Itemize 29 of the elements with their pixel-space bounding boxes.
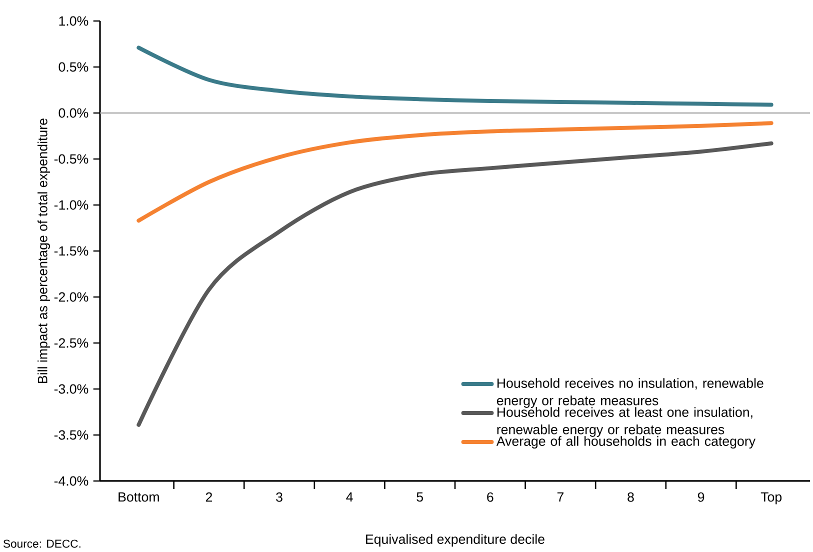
x-tick-label: 9 xyxy=(698,492,704,502)
y-tick-label: -4.0% xyxy=(54,476,88,486)
x-tick-label: Bottom xyxy=(118,492,159,502)
x-tick-label: 2 xyxy=(206,492,212,502)
x-tick-label: 7 xyxy=(557,492,564,502)
y-tick-label: -2.0% xyxy=(54,292,88,302)
x-axis-title: Equivalised expenditure decile xyxy=(366,534,544,547)
y-tick-label: -2.5% xyxy=(54,338,88,348)
legend-label: Average of all households in each category xyxy=(496,436,756,449)
y-tick-label: -0.5% xyxy=(54,154,88,164)
y-tick-label: -3.0% xyxy=(54,384,88,394)
x-tick-label: 6 xyxy=(487,492,494,502)
y-tick-label: -3.5% xyxy=(54,430,88,440)
source-note: Source: DECC. xyxy=(3,540,80,548)
y-tick-label: 0.0% xyxy=(58,108,88,118)
y-axis-title: Bill impact as percentage of total expenditure xyxy=(38,118,50,383)
x-tick-label: 8 xyxy=(628,492,634,502)
y-tick-label: -1.5% xyxy=(54,246,88,256)
y-tick-label: 0.5% xyxy=(58,62,88,72)
legend-label: Household receives no insulation, renewable energy or rebate measures xyxy=(496,378,764,408)
x-tick-label: 3 xyxy=(276,492,282,502)
x-tick-label: 4 xyxy=(346,492,353,502)
x-tick-label: 5 xyxy=(416,492,424,502)
y-tick-label: 1.0% xyxy=(59,16,88,26)
x-tick-label: Top xyxy=(760,492,782,504)
line-series xyxy=(136,121,774,223)
y-tick-label: -1.0% xyxy=(54,200,88,210)
line-series xyxy=(136,46,774,107)
legend-label: Household receives at least one insulation, renewable energy or rebate measures xyxy=(497,407,752,437)
